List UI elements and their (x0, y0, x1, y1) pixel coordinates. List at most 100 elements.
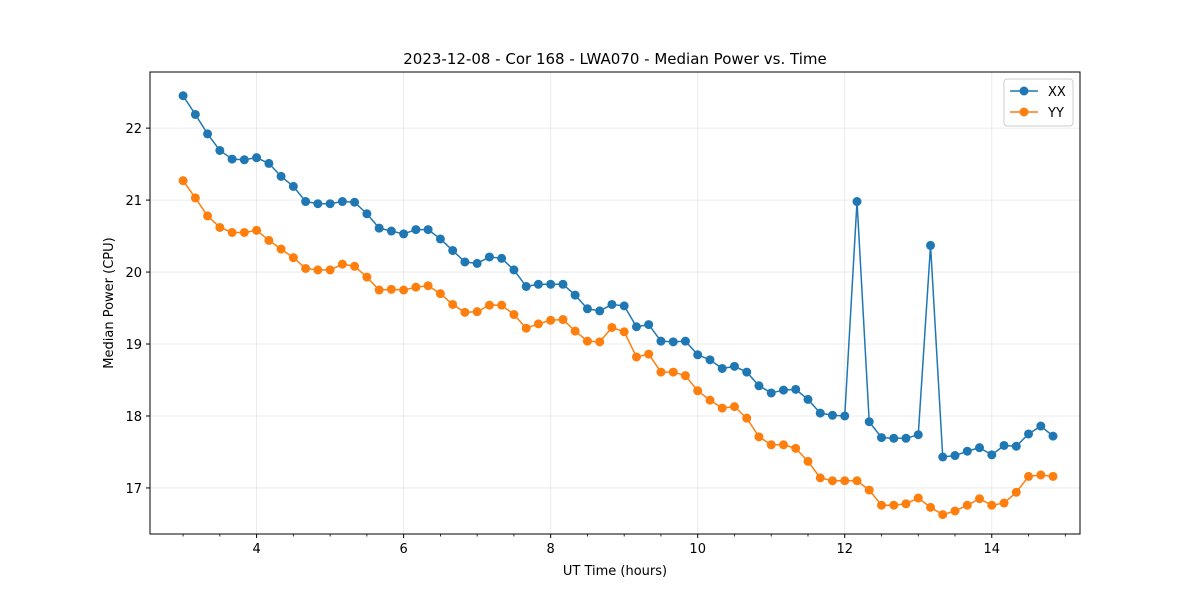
data-point-xx (766, 388, 776, 398)
data-point-yy (999, 498, 1009, 508)
data-point-xx (729, 361, 739, 371)
data-point-xx (435, 234, 445, 244)
data-point-xx (852, 197, 862, 207)
data-point-xx (705, 355, 715, 365)
data-point-yy (337, 259, 347, 269)
y-tick-label: 19 (125, 338, 142, 353)
data-point-yy (239, 227, 249, 237)
data-point-yy (595, 337, 605, 347)
data-point-yy (680, 371, 690, 381)
data-point-xx (938, 452, 948, 462)
data-point-yy (975, 494, 984, 504)
data-point-xx (276, 171, 286, 181)
x-tick-label: 4 (252, 542, 260, 557)
data-point-yy (1048, 471, 1058, 481)
data-point-yy (362, 272, 372, 282)
data-point-yy (252, 225, 262, 235)
data-point-xx (631, 322, 641, 332)
data-point-yy (472, 307, 482, 317)
x-axis-label: UT Time (hours) (563, 564, 667, 579)
data-point-xx (693, 350, 703, 360)
data-point-yy (215, 222, 225, 232)
data-point-xx (325, 199, 335, 209)
data-point-xx (215, 145, 225, 155)
data-point-yy (889, 500, 899, 510)
data-point-yy (668, 367, 678, 377)
data-point-yy (913, 493, 923, 503)
data-point-xx (190, 109, 200, 119)
data-point-xx (350, 197, 360, 207)
data-point-yy (877, 500, 886, 510)
data-point-yy (901, 499, 911, 509)
legend-yy-label: YY (1047, 106, 1064, 121)
data-point-xx (448, 245, 458, 255)
data-point-xx (203, 129, 213, 139)
data-point-yy (484, 300, 494, 310)
data-point-yy (546, 315, 556, 325)
data-point-xx (521, 281, 531, 291)
data-point-yy (411, 282, 421, 292)
data-point-yy (950, 506, 960, 516)
x-tick-label: 12 (836, 542, 853, 557)
data-point-yy (938, 510, 948, 520)
x-tick-label: 14 (984, 542, 1001, 557)
data-point-yy (962, 500, 972, 510)
data-point-xx (1048, 431, 1058, 441)
data-point-xx (901, 433, 911, 443)
data-point-yy (521, 323, 531, 333)
data-point-yy (791, 443, 801, 453)
tick-layer: 4 6 8 10 12 14 17 18 19 20 21 22 (125, 122, 1066, 557)
series-xx (178, 91, 1058, 462)
data-point-xx (313, 199, 323, 209)
data-point-xx (558, 279, 568, 289)
data-point-yy (766, 440, 776, 450)
data-point-xx (362, 209, 372, 219)
data-point-yy (644, 349, 654, 359)
chart-title: 2023-12-08 - Cor 168 - LWA070 - Median P… (403, 50, 827, 68)
data-point-xx (582, 304, 592, 314)
data-point-yy (754, 432, 764, 442)
data-point-yy (448, 299, 458, 309)
legend-yy-marker (1019, 107, 1029, 117)
data-point-yy (827, 476, 837, 486)
data-point-xx (1011, 441, 1021, 451)
data-point-yy (558, 315, 568, 325)
data-point-xx (546, 279, 556, 289)
data-point-xx (595, 306, 605, 316)
y-tick-label: 17 (125, 482, 142, 497)
y-tick-label: 20 (125, 266, 142, 281)
data-point-xx (252, 153, 262, 163)
data-point-xx (227, 154, 237, 164)
data-point-xx (950, 451, 960, 461)
data-point-yy (435, 289, 445, 299)
data-point-yy (607, 322, 617, 332)
data-point-xx (889, 433, 899, 443)
grid-layer (150, 72, 1080, 534)
legend-xx-label: XX (1048, 85, 1066, 100)
data-point-xx (877, 433, 886, 443)
legend: XX YY (1003, 78, 1074, 127)
data-point-yy (705, 395, 715, 405)
data-point-xx (644, 320, 654, 330)
data-point-yy (779, 440, 788, 450)
data-point-xx (815, 408, 825, 418)
data-point-xx (509, 265, 519, 275)
data-point-yy (509, 310, 519, 320)
data-point-yy (619, 327, 629, 337)
data-point-xx (656, 336, 666, 346)
data-point-yy (386, 284, 396, 294)
data-point-xx (999, 440, 1009, 450)
data-point-xx (840, 411, 850, 421)
x-tick-label: 6 (399, 542, 407, 557)
data-point-xx (607, 299, 617, 309)
data-point-yy (1011, 487, 1021, 497)
data-point-yy (497, 300, 507, 310)
data-point-xx (864, 417, 874, 427)
data-point-yy (423, 281, 433, 291)
data-point-xx (1036, 421, 1046, 431)
data-point-xx (264, 158, 274, 168)
data-point-yy (203, 211, 213, 221)
x-tick-label: 10 (689, 542, 706, 557)
